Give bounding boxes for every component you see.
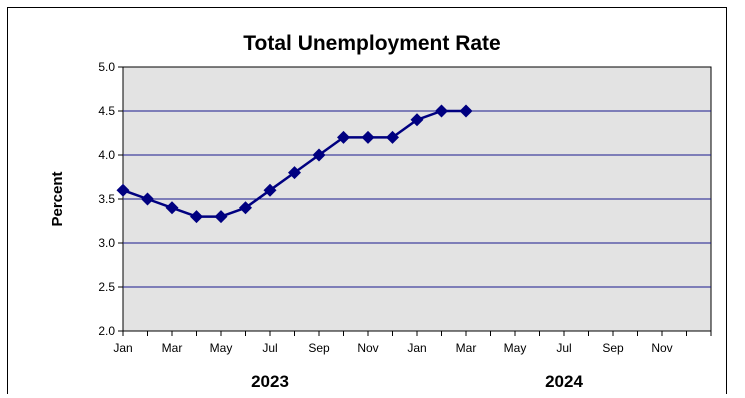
x-tick-label: May (210, 341, 233, 355)
x-tick-label: Mar (456, 341, 477, 355)
data-point-marker (435, 104, 448, 118)
year-label: 2024 (545, 372, 583, 391)
data-point-marker (386, 130, 399, 144)
x-tick-label: Jul (556, 341, 571, 355)
x-tick-label: Jan (407, 341, 426, 355)
data-point-marker (141, 192, 154, 206)
data-point-marker (410, 113, 424, 127)
y-tick-label: 2.0 (98, 324, 115, 338)
x-tick-label: Jul (262, 341, 277, 355)
x-tick-label: May (504, 341, 527, 355)
y-tick-label: 4.5 (98, 104, 115, 118)
y-tick-label: 3.0 (98, 236, 115, 250)
y-tick-label: 2.5 (98, 280, 115, 294)
data-point-marker (239, 201, 252, 215)
year-label: 2023 (251, 372, 289, 391)
x-tick-label: Sep (602, 341, 624, 355)
x-tick-label: Nov (651, 341, 672, 355)
data-point-marker (263, 183, 277, 197)
data-point-marker (190, 210, 203, 224)
data-point-marker (116, 183, 130, 197)
data-point-marker (165, 201, 179, 215)
y-tick-label: 4.0 (98, 148, 115, 162)
data-point-marker (337, 130, 350, 144)
y-tick-label: 3.5 (98, 192, 115, 206)
x-tick-label: Sep (308, 341, 330, 355)
data-point-marker (361, 130, 375, 144)
data-point-marker (214, 210, 228, 224)
data-point-marker (312, 148, 326, 162)
data-point-marker (288, 166, 301, 180)
y-tick-label: 5.0 (98, 60, 115, 74)
x-tick-label: Nov (357, 341, 378, 355)
chart-title: Total Unemployment Rate (243, 32, 500, 55)
y-axis-label: Percent (49, 171, 66, 226)
x-tick-label: Mar (162, 341, 183, 355)
x-tick-label: Jan (113, 341, 132, 355)
data-point-marker (459, 104, 473, 118)
